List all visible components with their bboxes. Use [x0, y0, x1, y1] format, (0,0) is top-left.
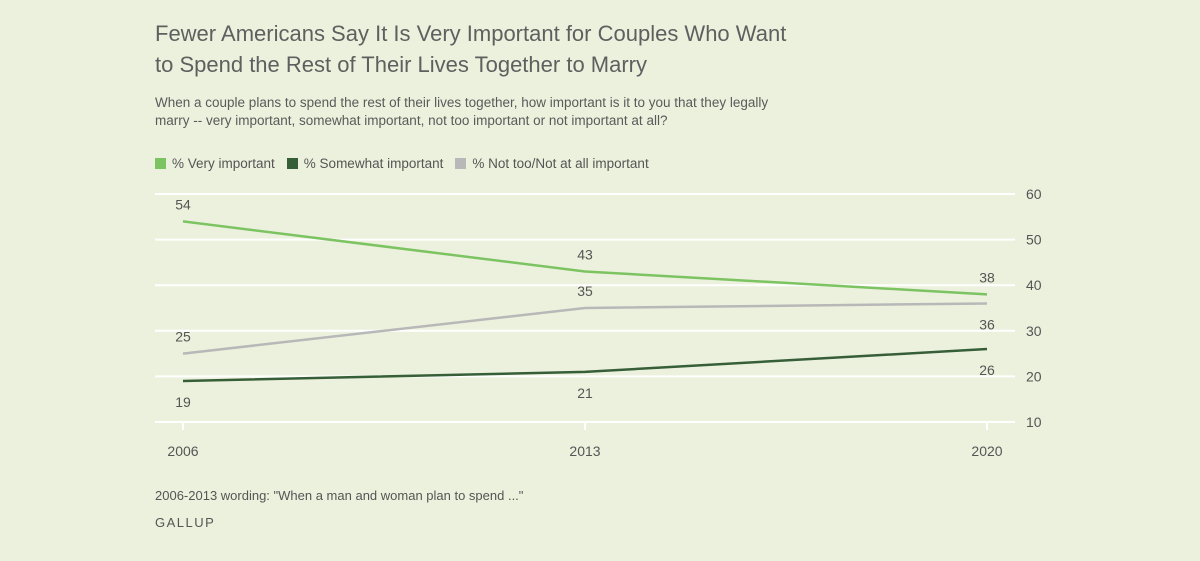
y-tick-label-50: 50 — [1026, 232, 1042, 248]
series-lines — [182, 220, 988, 383]
y-tick-label-40: 40 — [1026, 277, 1042, 293]
data-label-very-important-2013: 43 — [577, 247, 593, 263]
legend-label-very-important: % Very important — [172, 156, 275, 171]
legend-swatch-very-important — [155, 158, 166, 169]
series-line-not-important — [182, 302, 988, 355]
data-labels: 54 43 38 19 21 26 25 35 36 — [175, 196, 995, 410]
y-tick-label-30: 30 — [1026, 323, 1042, 339]
y-tick-label-20: 20 — [1026, 368, 1042, 384]
chart-subtitle-line-2: marry -- very important, somewhat import… — [155, 113, 668, 128]
legend-item-not-important: % Not too/Not at all important — [455, 156, 649, 171]
chart-title: Fewer Americans Say It Is Very Important… — [155, 18, 915, 80]
y-axis-ticks: 10 20 30 40 50 60 — [1026, 186, 1042, 430]
x-tick-label-2013: 2013 — [569, 443, 600, 459]
chart-subtitle-line-1: When a couple plans to spend the rest of… — [155, 95, 769, 110]
chart-title-line-1: Fewer Americans Say It Is Very Important… — [155, 21, 787, 46]
data-label-very-important-2020: 38 — [979, 269, 995, 285]
legend-label-not-important: % Not too/Not at all important — [472, 156, 649, 171]
legend-swatch-somewhat-important — [286, 158, 298, 169]
data-label-not-important-2013: 35 — [577, 283, 593, 299]
y-tick-label-10: 10 — [1026, 414, 1042, 430]
series-line-very-important — [182, 220, 988, 296]
legend-label-somewhat-important: % Somewhat important — [303, 156, 444, 171]
x-tick-label-2006: 2006 — [167, 443, 198, 459]
wording-footnote: 2006-2013 wording: "When a man and woman… — [155, 488, 524, 503]
data-label-somewhat-important-2020: 26 — [979, 362, 995, 378]
legend-swatch-not-important — [455, 158, 467, 169]
gridlines — [155, 193, 1015, 423]
chart-subtitle: When a couple plans to spend the rest of… — [155, 94, 875, 130]
legend-item-very-important: % Very important — [155, 156, 275, 171]
chart-title-line-2: to Spend the Rest of Their Lives Togethe… — [155, 52, 648, 77]
legend-item-somewhat-important: % Somewhat important — [286, 156, 444, 171]
data-label-very-important-2006: 54 — [175, 196, 191, 212]
y-tick-label-60: 60 — [1026, 186, 1042, 202]
source-label: GALLUP — [155, 515, 216, 530]
data-label-not-important-2020: 36 — [979, 316, 995, 332]
data-label-not-important-2006: 25 — [175, 329, 191, 345]
x-tick-label-2020: 2020 — [971, 443, 1002, 459]
data-label-somewhat-important-2006: 19 — [175, 394, 191, 410]
series-line-somewhat-important — [182, 347, 988, 383]
chart-legend: % Very important % Somewhat important % … — [155, 156, 661, 171]
data-label-somewhat-important-2013: 21 — [577, 385, 593, 401]
x-axis-ticks: 2006 2013 2020 — [167, 422, 1003, 459]
